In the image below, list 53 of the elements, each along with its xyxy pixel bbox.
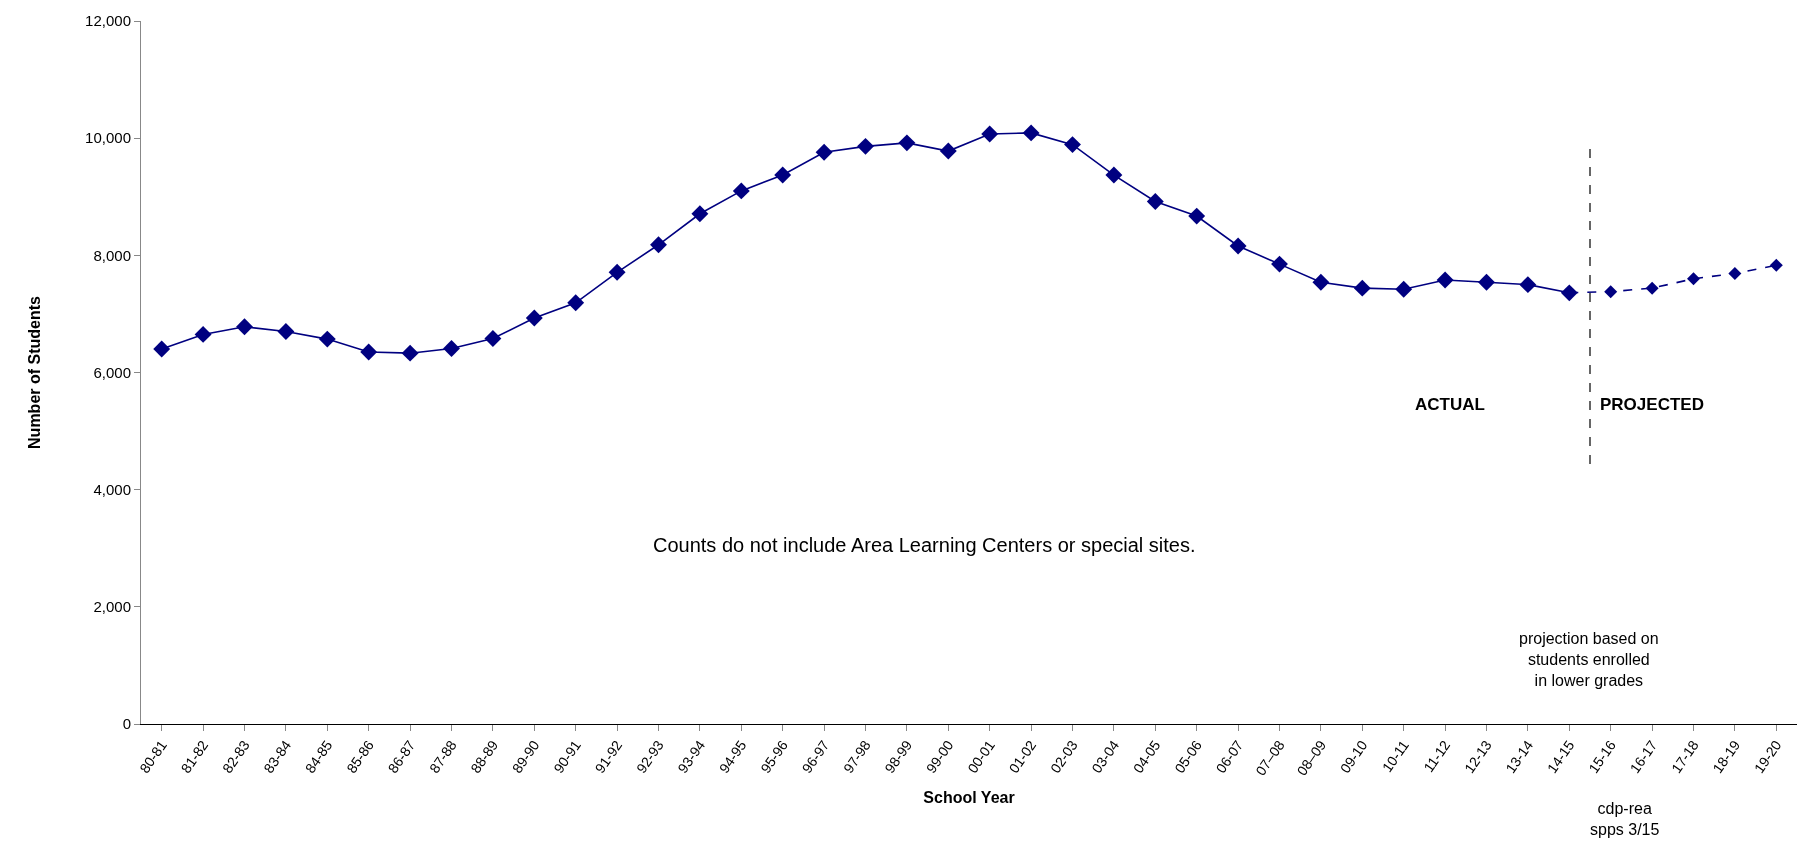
point [277, 323, 295, 340]
point [153, 340, 171, 358]
point [318, 330, 336, 348]
y-tick-label: 0 [122, 715, 131, 733]
point [815, 143, 833, 161]
point [236, 318, 253, 336]
point [1769, 258, 1783, 272]
point [1728, 266, 1742, 280]
point [1353, 279, 1371, 297]
y-tick-label: 6,000 [93, 363, 131, 381]
point [525, 309, 543, 327]
point [898, 134, 916, 152]
annotation: Counts do not include Area Learning Centers or special sites. [653, 534, 1196, 556]
point [1229, 237, 1247, 255]
point [981, 125, 999, 143]
point [567, 294, 585, 312]
annotation: ACTUAL [1415, 395, 1485, 414]
point [1064, 136, 1081, 154]
point [1519, 276, 1537, 294]
y-tick-label: 2,000 [93, 598, 131, 616]
point [939, 142, 957, 160]
point [691, 205, 709, 223]
y-tick-label: 8,000 [93, 246, 131, 264]
point [360, 343, 378, 361]
point [608, 263, 626, 281]
y-tick-label: 12,000 [85, 12, 131, 30]
y-axis-title: Number of Students [26, 295, 44, 449]
point [1188, 207, 1206, 225]
point [1146, 192, 1164, 210]
point [732, 182, 750, 200]
x-axis-title: School Year [923, 789, 1015, 807]
point [1687, 272, 1700, 286]
point [857, 137, 874, 155]
point [401, 344, 419, 362]
point [1312, 273, 1330, 291]
point [1604, 285, 1618, 299]
point [1436, 271, 1454, 289]
point [443, 340, 460, 357]
annotation: projection based on students enrolled in lower grades [1519, 630, 1659, 689]
point [650, 236, 667, 254]
point [1395, 280, 1413, 298]
point [774, 166, 792, 184]
point [1478, 273, 1495, 291]
text: cdp-rea spps 3/15 [1590, 800, 1660, 838]
point [1022, 124, 1040, 142]
point [1645, 281, 1659, 295]
point [1271, 255, 1288, 273]
y-tick-label: 4,000 [93, 480, 131, 498]
point [194, 325, 212, 343]
y-tick-label: 10,000 [85, 129, 131, 147]
point [1105, 166, 1123, 184]
annotation: PROJECTED [1600, 395, 1704, 414]
point [484, 330, 502, 347]
